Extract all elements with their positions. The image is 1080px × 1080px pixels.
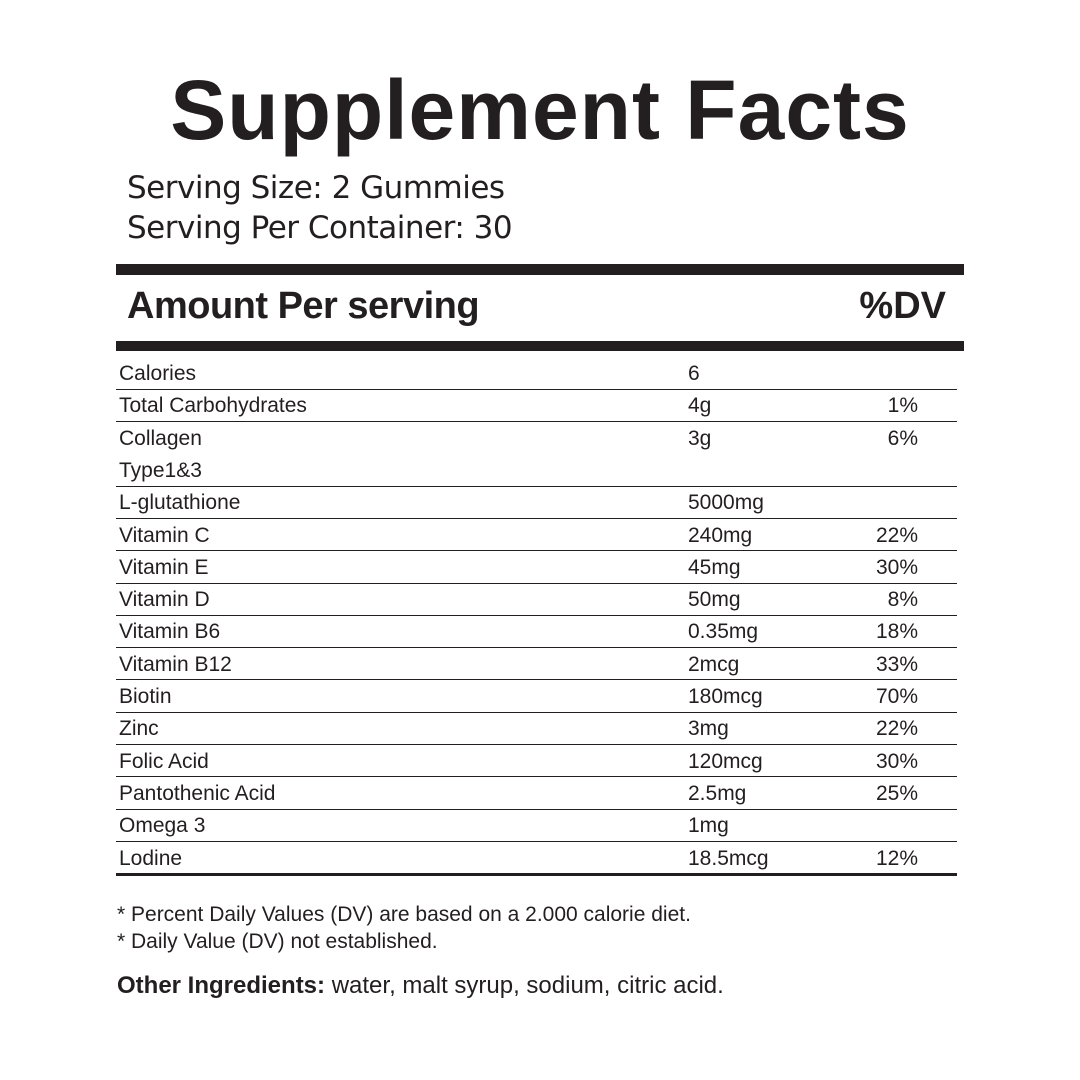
- thick-rule: [116, 264, 964, 275]
- nutrient-name: Lodine: [119, 846, 183, 870]
- amount: 120mcg: [688, 749, 763, 773]
- other-ingredients-text: water, malt syrup, sodium, citric acid.: [331, 972, 724, 999]
- nutrient-name: Biotin: [119, 685, 172, 708]
- nutrient-name: Folic Acid: [119, 749, 209, 773]
- nutrient-name: Collagen: [119, 426, 202, 450]
- table-row: Zinc 3mg 22%: [116, 713, 957, 746]
- nutrient-name: Vitamin B6: [119, 620, 221, 644]
- thick-rule: [116, 341, 964, 351]
- footnote: * Percent Daily Values (DV) are based on…: [117, 903, 691, 926]
- nutrient-name: Vitamin B12: [119, 652, 232, 676]
- servings-per-container: Serving Per Container: 30: [127, 210, 513, 246]
- serving-size: Serving Size: 2 Gummies: [127, 170, 505, 206]
- table-row: Biotin 180mcg 70%: [116, 681, 957, 713]
- daily-value: 30%: [875, 555, 918, 579]
- table-row: Vitamin E 45mg 30%: [116, 552, 957, 584]
- nutrient-name: Pantothenic Acid: [119, 781, 276, 805]
- amount: 4g: [688, 394, 712, 418]
- table-row: L-glutathione 5000mg: [116, 487, 957, 519]
- nutrient-name: Calories: [119, 362, 197, 385]
- table-row: Collagen Type1&3 3g 6%: [116, 423, 957, 487]
- daily-value: 70%: [875, 685, 918, 708]
- table-row: Lodine 18.5mcg 12%: [116, 843, 957, 877]
- daily-value: 1%: [887, 394, 918, 418]
- amount: 5000mg: [688, 491, 764, 515]
- table-row: Folic Acid 120mcg 30%: [116, 746, 957, 778]
- daily-value: 6%: [887, 426, 918, 450]
- nutrient-name: Vitamin D: [119, 588, 210, 612]
- table-row: Total Carbohydrates 4g 1%: [116, 390, 957, 423]
- table-row: Vitamin B6 0.35mg 18%: [116, 616, 957, 649]
- amount: 45mg: [688, 555, 741, 579]
- amount: 2mcg: [688, 652, 740, 676]
- daily-value: 18%: [875, 620, 918, 644]
- amount: 240mg: [688, 523, 753, 547]
- amount: 1mg: [688, 814, 729, 838]
- nutrient-name: Type1&3: [119, 458, 202, 482]
- nutrient-name: Vitamin C: [119, 523, 210, 547]
- table-row: Calories 6: [116, 358, 957, 390]
- nutrient-name: Omega 3: [119, 814, 206, 838]
- amount: 3g: [688, 426, 712, 450]
- table-row: Omega 3 1mg: [116, 810, 957, 842]
- footnote: * Daily Value (DV) not established.: [117, 930, 438, 953]
- nutrient-name: L-glutathione: [119, 491, 241, 515]
- amount: 3mg: [688, 717, 729, 741]
- dv-heading: %DV: [859, 285, 946, 327]
- table-row: Vitamin B12 2mcg 33%: [116, 649, 957, 681]
- amount: 0.35mg: [688, 620, 759, 644]
- nutrient-name: Zinc: [119, 717, 159, 741]
- table-row: Vitamin C 240mg 22%: [116, 520, 957, 552]
- table-row: Pantothenic Acid 2.5mg 25%: [116, 778, 957, 810]
- daily-value: 25%: [875, 781, 918, 805]
- nutrient-name: Vitamin E: [119, 555, 209, 579]
- amount: 180mcg: [688, 685, 763, 708]
- daily-value: 22%: [875, 717, 918, 741]
- daily-value: 22%: [875, 523, 918, 547]
- daily-value: 8%: [887, 588, 918, 612]
- other-ingredients: Other Ingredients: water, malt syrup, so…: [117, 972, 724, 1000]
- daily-value: 33%: [875, 652, 918, 676]
- title: Supplement Facts: [170, 63, 910, 157]
- amount: 18.5mcg: [688, 846, 769, 870]
- table-row: Vitamin D 50mg 8%: [116, 584, 957, 616]
- other-ingredients-label: Other Ingredients:: [117, 972, 326, 999]
- daily-value: 12%: [875, 846, 918, 870]
- amount-heading: Amount Per serving: [127, 285, 480, 327]
- amount: 50mg: [688, 588, 741, 612]
- daily-value: 30%: [875, 749, 918, 773]
- nutrient-name: Total Carbohydrates: [119, 394, 307, 418]
- amount: 6: [688, 362, 700, 385]
- amount: 2.5mg: [688, 781, 747, 805]
